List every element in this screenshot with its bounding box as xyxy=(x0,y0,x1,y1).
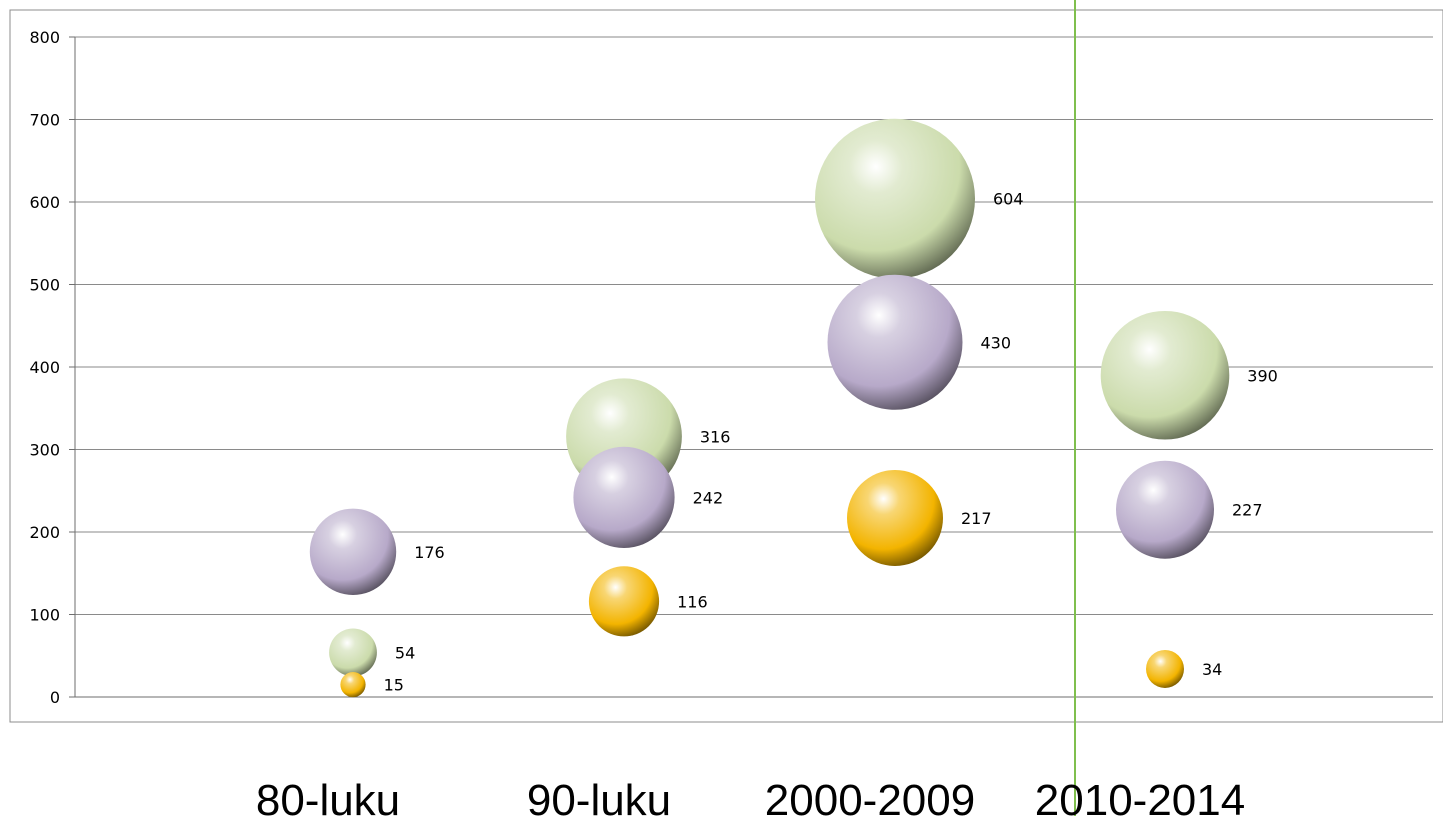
bubble xyxy=(1146,649,1184,688)
bubble xyxy=(340,672,366,698)
data-label: 390 xyxy=(1247,366,1278,385)
data-label: 34 xyxy=(1202,660,1222,679)
bubble xyxy=(588,566,660,637)
y-axis-tick-labels: 0 100 200 300 400 500 600 700 800 xyxy=(29,28,60,707)
y-tick-label: 700 xyxy=(29,111,60,130)
y-tick-label: 500 xyxy=(29,276,60,295)
bubble xyxy=(573,446,675,548)
data-label: 176 xyxy=(414,543,445,562)
data-label: 217 xyxy=(961,509,992,528)
bubble xyxy=(309,508,397,595)
x-axis-category-labels: 80-luku 90-luku 2000-2009 2010-2014 xyxy=(256,776,1245,821)
y-tick-label: 600 xyxy=(29,193,60,212)
bubble xyxy=(1116,460,1214,559)
bubble xyxy=(815,118,975,279)
x-category-label: 80-luku xyxy=(256,776,400,816)
bubble xyxy=(1100,310,1230,440)
data-label: 316 xyxy=(700,427,731,446)
y-tick-label: 400 xyxy=(29,358,60,377)
bubble xyxy=(827,274,963,410)
data-label: 430 xyxy=(981,333,1012,352)
data-label: 116 xyxy=(677,592,708,611)
bubble xyxy=(329,628,377,677)
y-tick-label: 100 xyxy=(29,606,60,625)
x-category-label: 2000-2009 xyxy=(765,776,975,816)
bubble xyxy=(847,469,943,566)
bubble-series xyxy=(309,118,1230,698)
data-label: 227 xyxy=(1232,501,1263,520)
y-tick-label: 800 xyxy=(29,28,60,47)
data-label: 15 xyxy=(384,676,404,695)
data-label: 604 xyxy=(993,190,1024,209)
data-label: 54 xyxy=(395,643,415,662)
y-tick-label: 200 xyxy=(29,523,60,542)
data-labels: 604 430 390 316 242 227 217 176 116 54 34 15 xyxy=(384,190,1278,695)
x-category-label: 90-luku xyxy=(527,776,671,816)
y-tick-label: 0 xyxy=(50,688,60,707)
x-category-label: 2010-2014 xyxy=(1035,776,1245,816)
y-tick-label: 300 xyxy=(29,441,60,460)
data-label: 242 xyxy=(693,488,724,507)
